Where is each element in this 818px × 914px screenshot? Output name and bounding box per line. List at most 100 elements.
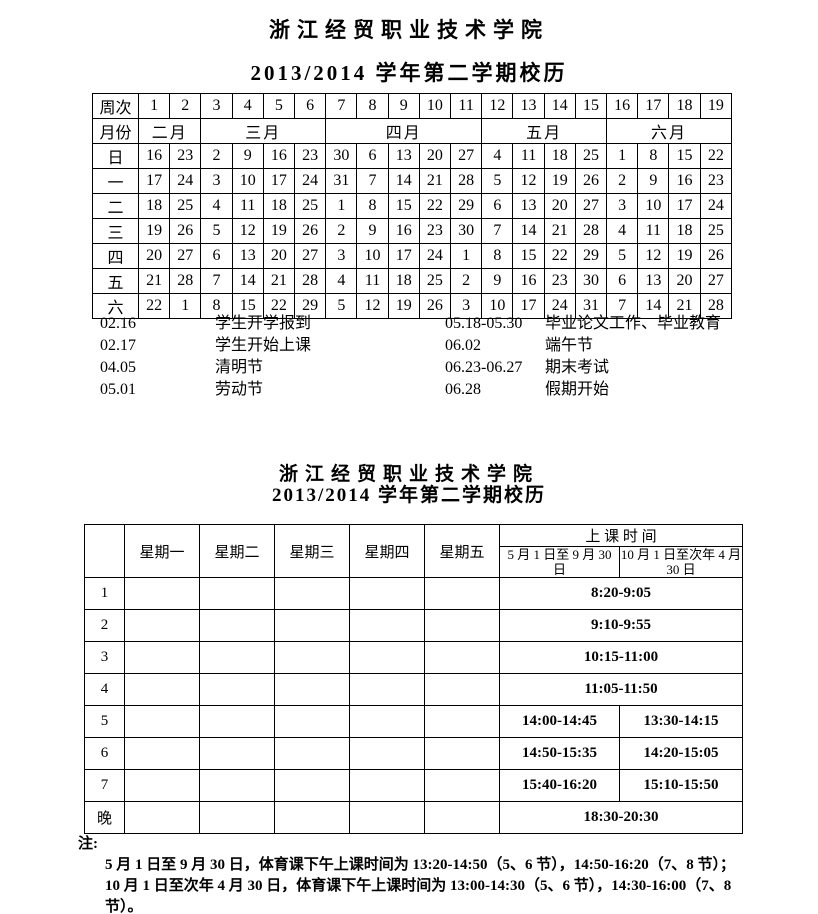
date-cell: 3 [200, 168, 233, 194]
date-cell: 30 [574, 268, 608, 294]
week-number-cell-13: 13 [512, 93, 545, 119]
date-cell: 22 [137, 293, 171, 319]
date-cell: 4 [606, 218, 639, 244]
event-row: 05.01 劳动节 06.28 假期开始 [100, 379, 760, 401]
schedule-header-row-1: 星期一 星期二 星期三 星期四 星期五 上 课 时 间 [84, 524, 744, 578]
date-cell: 2 [325, 218, 358, 244]
date-cell: 19 [668, 243, 701, 269]
date-cell: 13 [637, 268, 670, 294]
events-list: 02.16 学生开学报到 05.18-05.30 毕业论文工作、毕业教育 02.17 学生… [100, 313, 760, 401]
week-number-cell-7: 7 [325, 93, 358, 119]
date-cell: 21 [543, 218, 576, 244]
week-number-cell-3: 3 [200, 93, 233, 119]
schedule-row: 6 14:50-15:35 14:20-15:05 [84, 737, 744, 770]
empty-class-cell [124, 673, 200, 706]
date-cell: 9 [356, 218, 389, 244]
date-cell: 15 [512, 243, 545, 269]
date-cell: 19 [137, 218, 171, 244]
week-number-row: 周次 1 2 3 4 5 6 7 8 9 10 11 12 13 14 15 16 17 18 19 [92, 93, 733, 119]
time-cell-merged: 11:05-11:50 [498, 673, 744, 706]
period-label: 1 [84, 577, 125, 610]
date-cell: 25 [294, 193, 327, 219]
week-number-cell-12: 12 [481, 93, 514, 119]
event-desc: 端午节 [545, 337, 594, 354]
date-cell: 2 [450, 268, 483, 294]
date-cell: 13 [387, 143, 420, 169]
date-cell: 6 [606, 268, 639, 294]
period-label: 7 [84, 769, 125, 802]
date-cell: 20 [668, 268, 701, 294]
date-cell: 3 [325, 243, 358, 269]
date-cell: 5 [481, 168, 514, 194]
schedule-row: 4 11:05-11:50 [84, 673, 744, 706]
date-cell: 16 [387, 218, 420, 244]
empty-class-cell [349, 609, 425, 642]
empty-class-cell [349, 801, 425, 834]
period-label: 5 [84, 705, 125, 738]
empty-class-cell [349, 769, 425, 802]
empty-class-cell [124, 801, 200, 834]
schedule-title-block: 浙江经贸职业技术学院 2013/2014 学年第二学期校历 [0, 464, 818, 506]
date-cell: 20 [418, 143, 452, 169]
event-date: 02.17 [100, 337, 136, 354]
time-cell-merged: 18:30-20:30 [498, 801, 744, 834]
month-row: 月份 二月 三月 四月 五月 六月 [92, 118, 732, 144]
empty-class-cell [349, 577, 425, 610]
weekday-date-row: 五 21 28 7 14 21 28 4 11 18 25 2 9 16 23 30 6 13 20 27 [92, 268, 733, 294]
date-cell: 16 [668, 168, 701, 194]
empty-class-cell [424, 705, 500, 738]
date-cell: 8 [200, 293, 233, 319]
date-cell: 20 [137, 243, 171, 269]
date-cell: 27 [294, 243, 327, 269]
date-cell: 7 [200, 268, 233, 294]
date-cell: 8 [637, 143, 670, 169]
date-cell: 12 [637, 243, 670, 269]
empty-class-cell [349, 673, 425, 706]
class-time-header: 上 课 时 间 [498, 524, 744, 547]
date-cell: 27 [450, 143, 483, 169]
empty-class-cell [274, 801, 350, 834]
date-cell: 11 [356, 268, 389, 294]
winter-period-header: 10 月 1 日至次年 4 月 30 日 [618, 546, 744, 578]
date-cell: 23 [418, 218, 452, 244]
date-cell: 23 [294, 143, 327, 169]
date-cell: 11 [231, 193, 264, 219]
date-cell: 26 [699, 243, 733, 269]
empty-class-cell [424, 801, 500, 834]
week-number-cell-2: 2 [169, 93, 202, 119]
date-cell: 24 [543, 293, 576, 319]
empty-class-cell [199, 801, 275, 834]
date-cell: 2 [606, 168, 639, 194]
date-cell: 1 [450, 243, 483, 269]
date-cell: 26 [574, 168, 608, 194]
date-cell: 7 [606, 293, 639, 319]
weekday-header-fri: 星期五 [424, 524, 500, 578]
schedule-corner-cell [84, 524, 125, 578]
date-cell: 28 [699, 293, 733, 319]
weekday-date-row: 四 20 27 6 13 20 27 3 10 17 24 1 8 15 22 29 5 12 19 26 [92, 243, 733, 269]
weekday-header-thu: 星期四 [349, 524, 425, 578]
empty-class-cell [424, 577, 500, 610]
date-cell: 30 [325, 143, 358, 169]
week-number-cell-10: 10 [418, 93, 452, 119]
date-cell: 27 [699, 268, 733, 294]
date-cell: 29 [294, 293, 327, 319]
period-label: 6 [84, 737, 125, 770]
empty-class-cell [274, 577, 350, 610]
date-cell: 22 [418, 193, 452, 219]
date-cell: 25 [574, 143, 608, 169]
event-row: 02.17 学生开始上课 06.02 端午节 [100, 335, 760, 357]
date-cell: 10 [481, 293, 514, 319]
week-number-cell-4: 4 [231, 93, 264, 119]
event-date: 04.05 [100, 359, 136, 376]
empty-class-cell [274, 641, 350, 674]
date-cell: 12 [512, 168, 545, 194]
date-cell: 16 [137, 143, 171, 169]
date-cell: 7 [481, 218, 514, 244]
event-desc: 期末考试 [545, 359, 610, 376]
schedule-row: 1 8:20-9:05 [84, 577, 744, 610]
empty-class-cell [274, 769, 350, 802]
week-number-cell-18: 18 [668, 93, 701, 119]
week-row-label: 周次 [92, 93, 139, 119]
event-desc: 学生开始上课 [215, 337, 312, 354]
